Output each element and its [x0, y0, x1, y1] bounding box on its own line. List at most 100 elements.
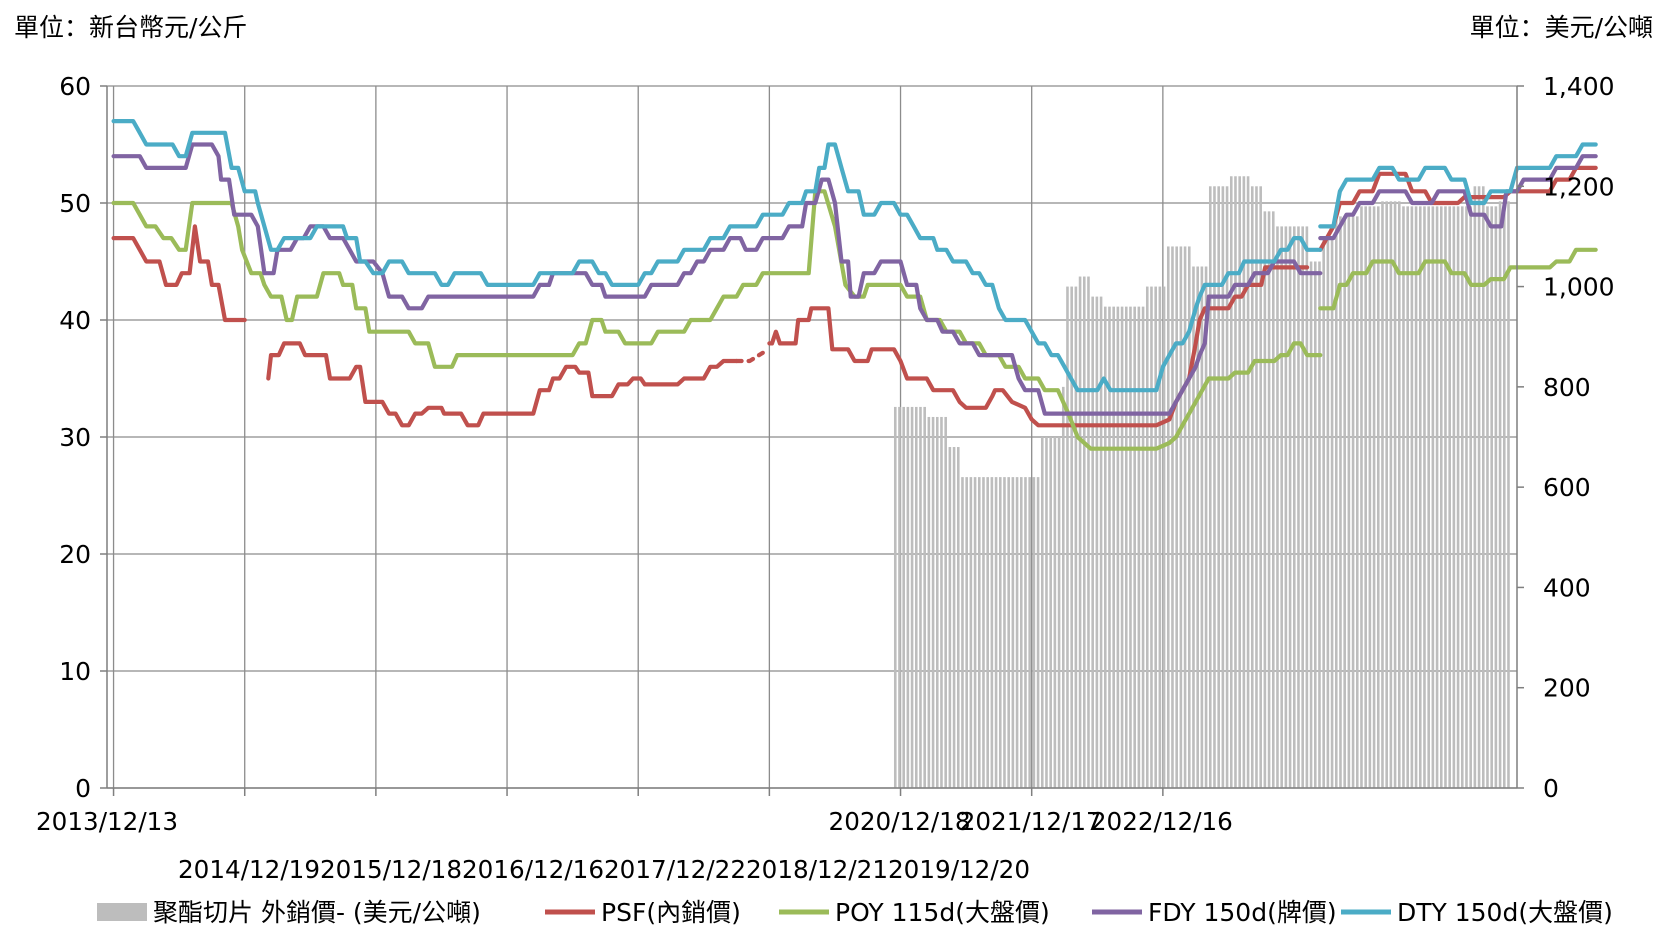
bar: [1297, 226, 1300, 788]
bar: [1217, 186, 1220, 789]
bar: [1502, 201, 1506, 789]
series-line: [1318, 165, 1598, 252]
legend-label: FDY 150d(牌價): [1148, 898, 1337, 927]
bar: [965, 477, 968, 788]
bar: [1007, 477, 1010, 788]
series-dty-150d: [111, 119, 1598, 393]
y-right-tick-label: 1,400: [1543, 72, 1615, 101]
x-tick-label: 2014/12/19: [178, 855, 320, 884]
bar: [1267, 211, 1271, 788]
x-tick-label: 2022/12/16: [1091, 807, 1233, 836]
bar: [1288, 226, 1292, 788]
bar: [961, 477, 964, 788]
bar: [1313, 261, 1317, 788]
bar: [1099, 296, 1103, 788]
bar: [1103, 306, 1107, 788]
bar: [1045, 437, 1048, 788]
y-left-tick-labels: 0 10 20 30 40 50 60: [59, 72, 91, 803]
bar: [1507, 201, 1510, 789]
bar: [1124, 306, 1128, 788]
series-poy-115d: [111, 189, 1598, 451]
bar: [1255, 186, 1258, 789]
bar: [1040, 437, 1044, 788]
bar: [1355, 216, 1359, 788]
x-tick-labels: 2013/12/13 2020/12/182021/12/172022/12/16…: [36, 807, 1233, 884]
bar: [1343, 216, 1346, 788]
legend-item: 聚酯切片 外銷價- (美元/公噸): [97, 898, 481, 927]
bar: [1246, 176, 1250, 788]
legend-label: PSF(內銷價): [601, 898, 741, 927]
bar: [1465, 206, 1468, 789]
legend-item: DTY 150d(大盤價): [1341, 898, 1613, 927]
bar: [923, 406, 926, 788]
bar: [1082, 276, 1086, 788]
bar: [1263, 211, 1267, 788]
bar: [1364, 206, 1367, 789]
bar: [1154, 286, 1157, 788]
series-line: [266, 341, 739, 428]
bar: [1271, 211, 1275, 788]
line-series: [111, 119, 1598, 451]
bar: [1318, 261, 1321, 788]
bar: [1385, 201, 1388, 789]
bar: [1444, 206, 1447, 789]
bar: [1326, 236, 1330, 788]
right-unit-label: 單位：美元/公噸: [1470, 13, 1653, 42]
series-line: [1318, 142, 1598, 229]
bar: [1406, 206, 1409, 789]
bar: [1074, 286, 1078, 788]
x-tick-label: 2018/12/21: [746, 855, 888, 884]
series-line: [111, 119, 1323, 393]
bar: [1322, 236, 1325, 788]
bar: [1250, 186, 1254, 789]
bar: [1330, 236, 1334, 788]
bar: [1200, 266, 1204, 788]
bar: [1141, 306, 1145, 788]
y-right-tick-label: 600: [1543, 473, 1591, 502]
bar: [1305, 226, 1309, 788]
left-unit-label: 單位：新台幣元/公斤: [14, 13, 247, 42]
bar: [973, 477, 977, 788]
bar: [1095, 296, 1099, 788]
bar: [986, 477, 989, 788]
legend-swatch: [97, 903, 147, 921]
y-left-tick-label: 30: [59, 423, 91, 452]
bar: [1158, 286, 1162, 788]
y-right-tick-label: 200: [1543, 674, 1591, 703]
bar: [1423, 206, 1426, 789]
bar: [1486, 206, 1489, 789]
x-tick-label: 2015/12/18: [320, 855, 462, 884]
bar: [1078, 276, 1082, 788]
bar: [1204, 266, 1208, 788]
bar: [969, 477, 973, 788]
bar: [1389, 201, 1393, 789]
bar: [1234, 176, 1237, 788]
series-line: [734, 350, 765, 364]
bar: [1477, 186, 1481, 789]
bar: [1397, 201, 1401, 789]
bar: [1435, 206, 1439, 789]
bar: [910, 406, 914, 788]
bar: [1292, 226, 1296, 788]
bar: [1112, 306, 1115, 788]
bar: [1498, 201, 1502, 789]
bar: [1187, 246, 1191, 788]
bar: [931, 416, 935, 788]
bar: [1414, 206, 1418, 789]
bar: [1036, 477, 1040, 788]
y-right-tick-labels: 0 200 400 600 800 1,000 1,200 1,400: [1543, 72, 1615, 803]
bar: [948, 447, 952, 788]
bar: [1418, 206, 1422, 789]
bar: [1120, 306, 1124, 788]
bar: [1061, 386, 1065, 788]
bar: [1402, 206, 1405, 789]
bar: [1334, 216, 1338, 788]
bar: [990, 477, 994, 788]
bar: [1372, 206, 1376, 789]
bar: [1179, 246, 1183, 788]
bar: [1427, 206, 1430, 789]
bar: [1410, 206, 1414, 789]
legend-item: FDY 150d(牌價): [1092, 898, 1337, 927]
bar: [898, 406, 901, 788]
bar: [1473, 186, 1477, 789]
